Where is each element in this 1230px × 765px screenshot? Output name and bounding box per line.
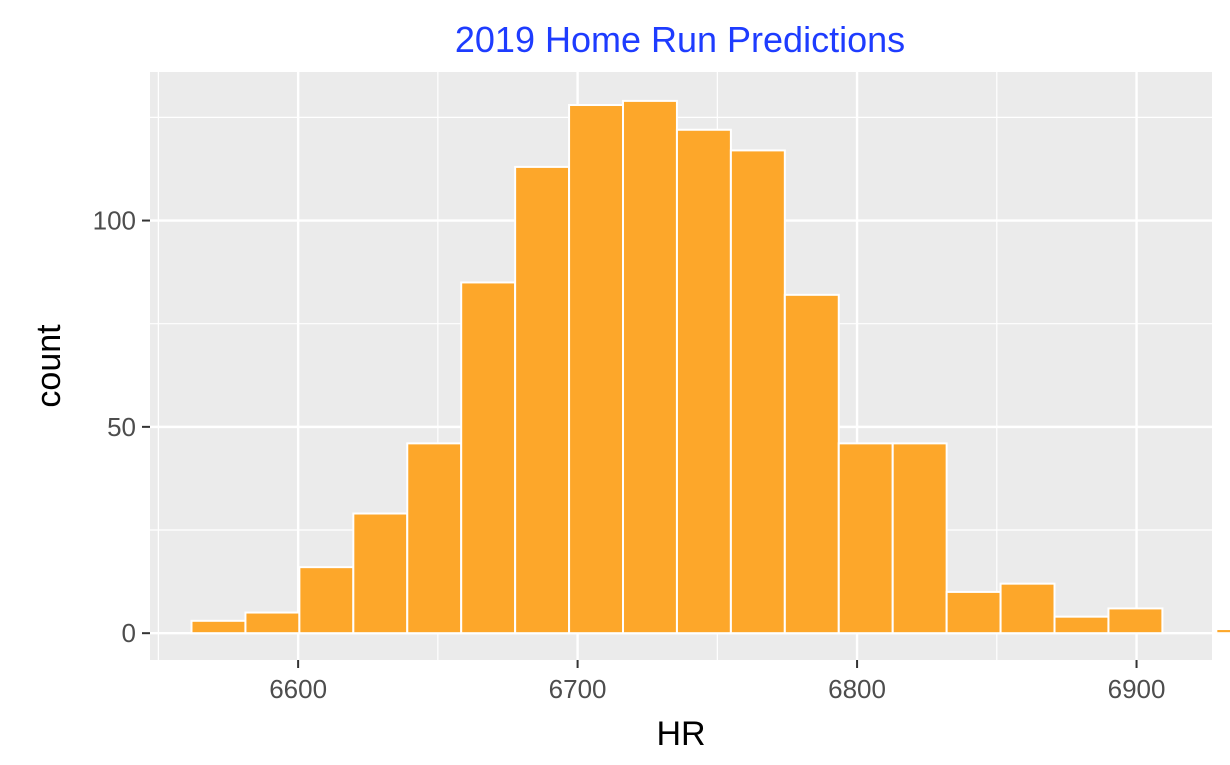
histogram-bar xyxy=(298,566,355,635)
histogram-bar xyxy=(729,149,786,635)
histogram-bar xyxy=(244,611,301,635)
histogram-bar xyxy=(999,582,1056,635)
histogram-bar xyxy=(568,104,625,635)
histogram-bar xyxy=(352,512,409,635)
histogram-bar xyxy=(1107,607,1164,635)
histogram-bar xyxy=(783,293,840,635)
histogram-bar xyxy=(190,619,247,635)
histogram-bar xyxy=(945,590,1002,635)
y-tick-label: 50 xyxy=(107,412,136,442)
y-axis: 0 50 100 xyxy=(93,206,150,648)
x-axis: 6600 6700 6800 6900 xyxy=(269,660,1165,704)
y-tick-label: 0 xyxy=(122,618,136,648)
y-axis-title: count xyxy=(30,324,68,408)
histogram-bar xyxy=(1053,615,1110,635)
histogram-bar xyxy=(514,165,571,635)
histogram-bars xyxy=(190,99,1230,635)
histogram-bar xyxy=(675,128,732,635)
histogram-bar xyxy=(406,442,463,635)
histogram-bar xyxy=(891,442,948,635)
x-axis-title: HR xyxy=(656,715,705,753)
x-tick-label: 6800 xyxy=(828,674,886,704)
x-tick-label: 6900 xyxy=(1108,674,1166,704)
y-tick-label: 100 xyxy=(93,206,136,236)
histogram-bar xyxy=(460,281,517,635)
histogram-bar xyxy=(1215,628,1230,635)
chart-title: 2019 Home Run Predictions xyxy=(455,19,905,60)
x-tick-label: 6700 xyxy=(549,674,607,704)
histogram-bar xyxy=(837,442,894,635)
x-tick-label: 6600 xyxy=(269,674,327,704)
histogram-bar xyxy=(622,99,678,635)
